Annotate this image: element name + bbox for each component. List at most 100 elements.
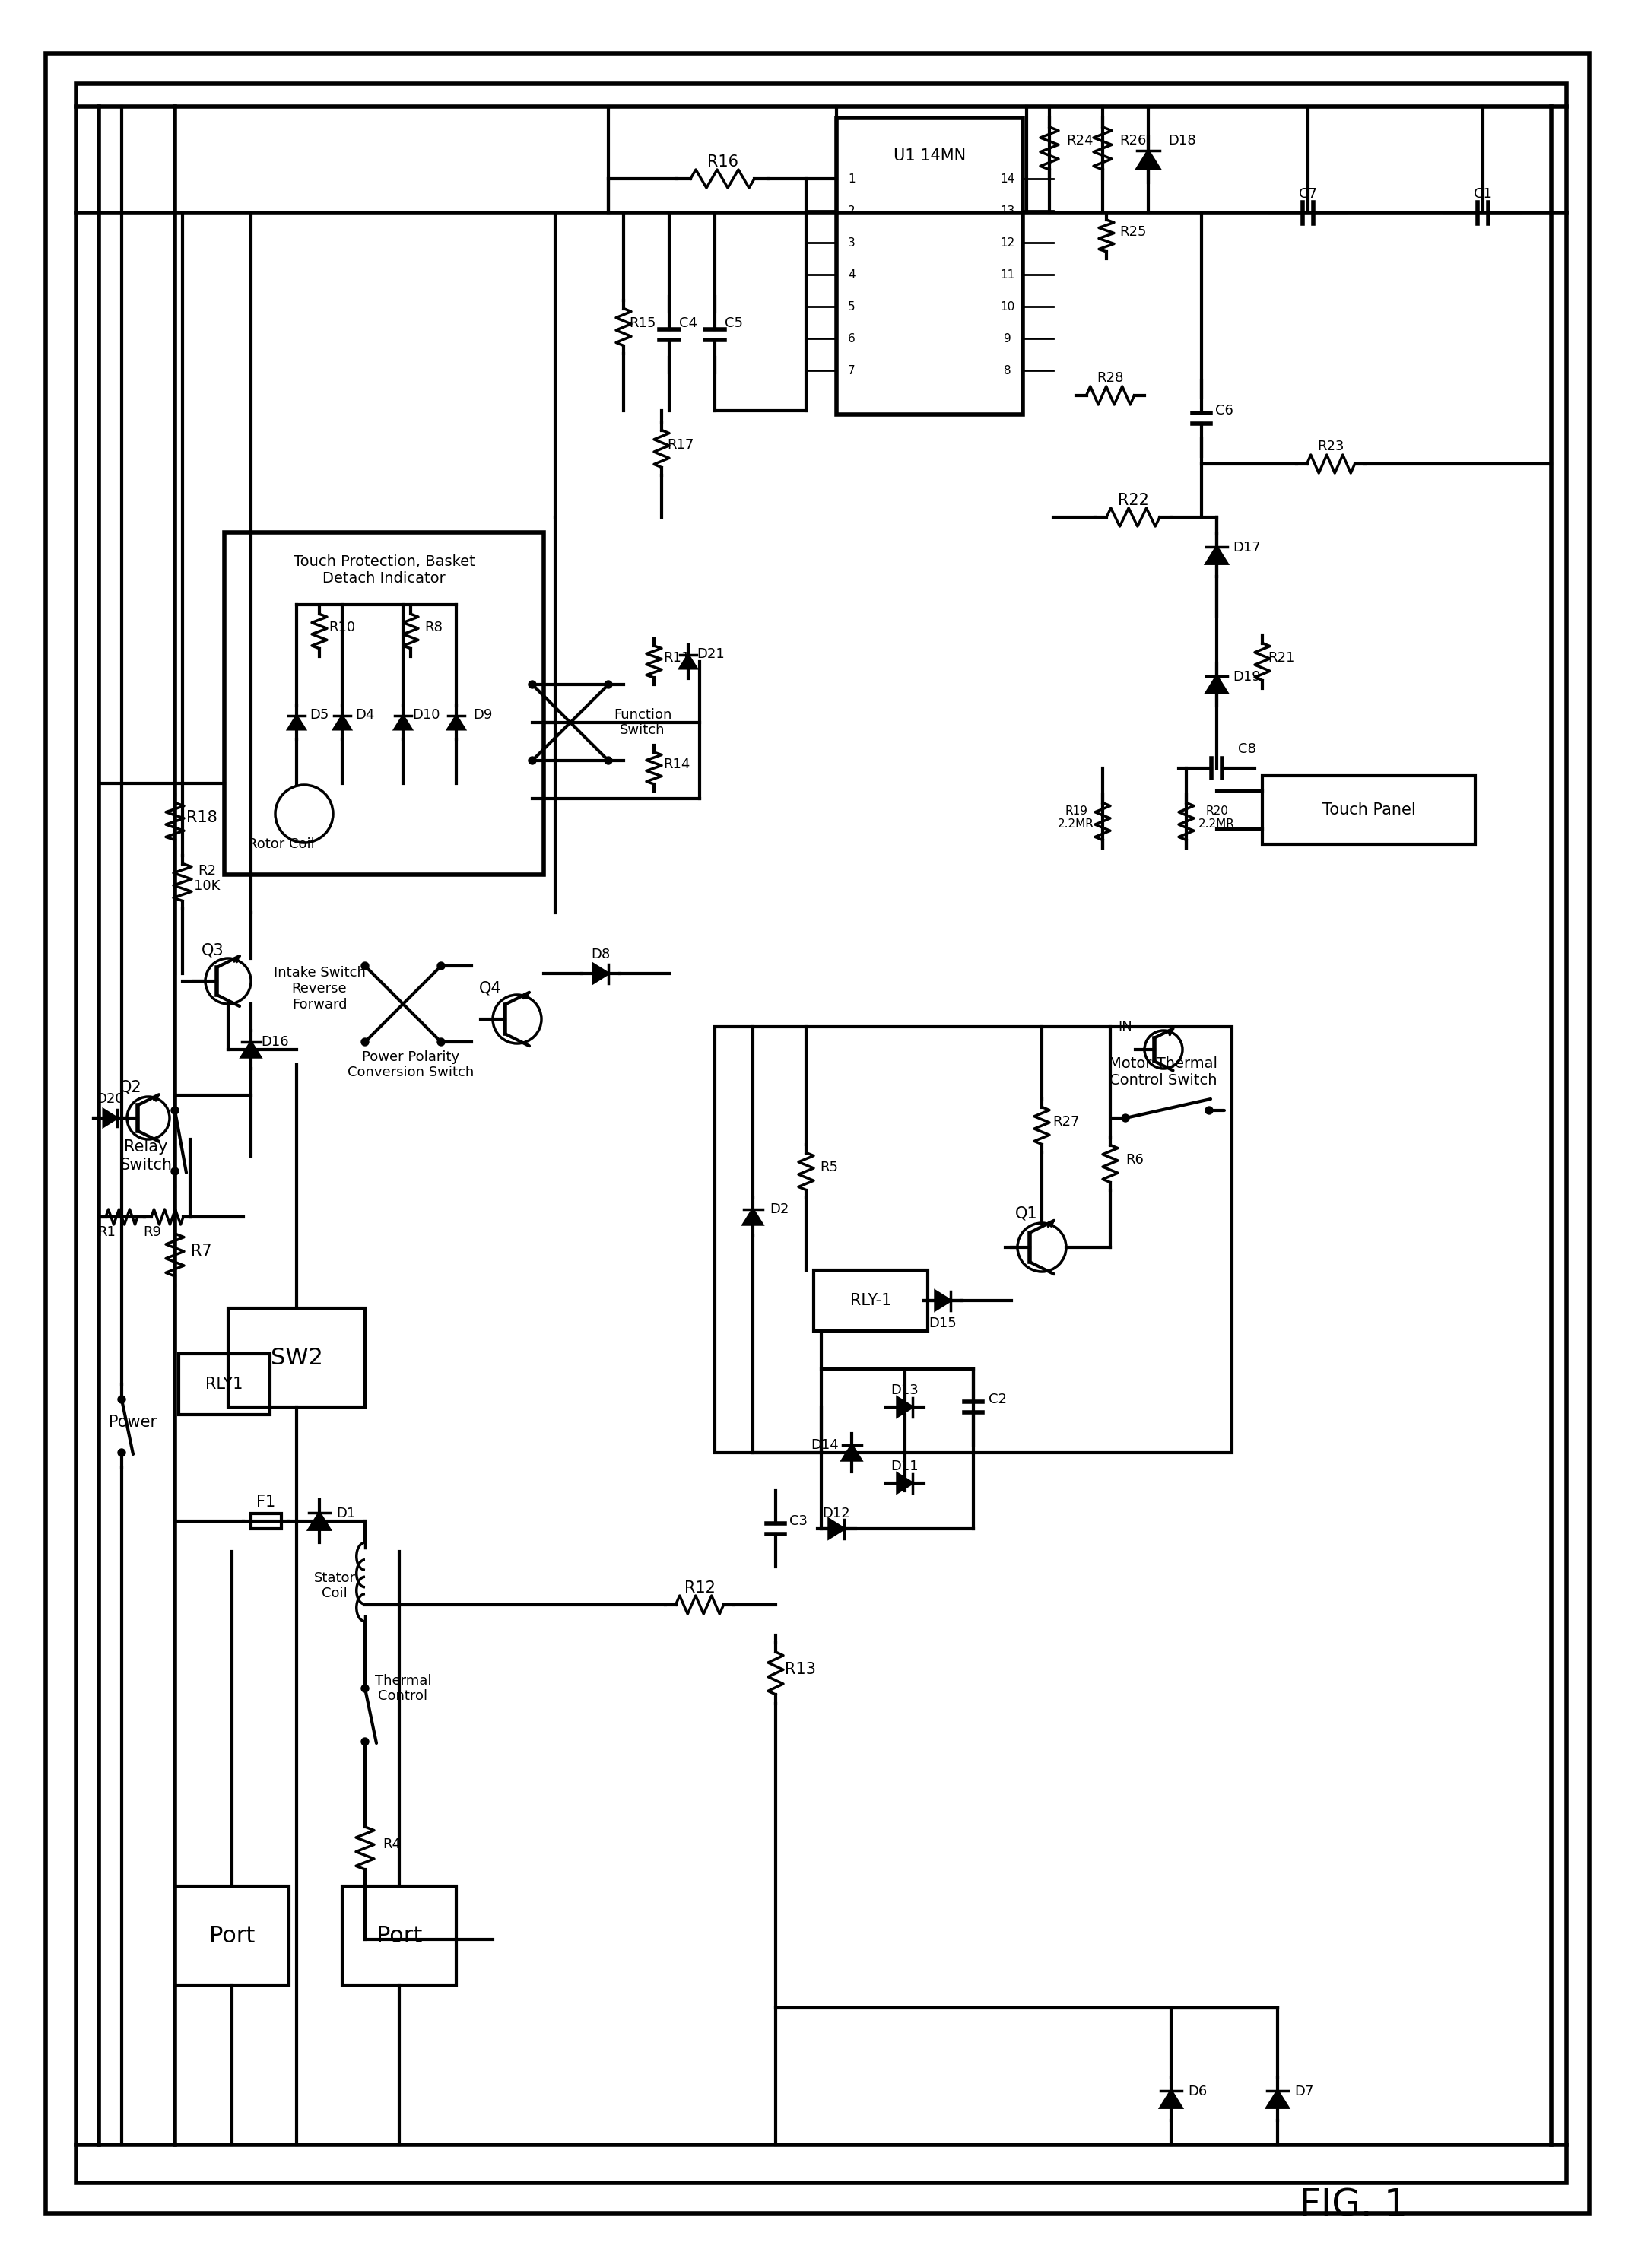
- Text: C8: C8: [1238, 742, 1256, 755]
- Text: 1: 1: [848, 172, 855, 184]
- Text: R4: R4: [383, 1837, 401, 1851]
- Polygon shape: [744, 1209, 762, 1225]
- Text: R19
2.2MR: R19 2.2MR: [1058, 805, 1094, 830]
- Bar: [1263, 776, 1476, 844]
- Polygon shape: [1206, 676, 1227, 694]
- Text: D10: D10: [413, 708, 439, 721]
- Text: R12: R12: [685, 1581, 716, 1597]
- Polygon shape: [334, 717, 351, 730]
- Circle shape: [529, 680, 536, 687]
- Text: 9: 9: [1004, 333, 1011, 345]
- Text: Power: Power: [110, 1415, 157, 1429]
- Text: R24: R24: [1066, 134, 1093, 147]
- Text: RLY1: RLY1: [205, 1377, 242, 1393]
- Polygon shape: [898, 1474, 912, 1492]
- Circle shape: [604, 680, 613, 687]
- Polygon shape: [447, 717, 465, 730]
- Text: R2
10K: R2 10K: [193, 864, 219, 894]
- Text: 4: 4: [848, 270, 855, 281]
- Text: Relay
Switch: Relay Switch: [120, 1139, 172, 1173]
- Text: C2: C2: [989, 1393, 1007, 1406]
- Circle shape: [362, 1737, 369, 1746]
- Polygon shape: [288, 717, 305, 730]
- Bar: [837, 118, 1022, 415]
- Text: 5: 5: [848, 302, 855, 313]
- Text: R23: R23: [1317, 440, 1345, 454]
- Text: Rotor Coil: Rotor Coil: [247, 837, 314, 850]
- Polygon shape: [680, 655, 696, 669]
- Bar: [714, 1027, 1232, 1454]
- Circle shape: [437, 1039, 446, 1046]
- Text: Port: Port: [377, 1926, 423, 1946]
- Bar: [342, 1887, 457, 1984]
- Text: FIG. 1: FIG. 1: [1299, 2186, 1407, 2225]
- Circle shape: [437, 962, 446, 971]
- Bar: [175, 1887, 288, 1984]
- Text: Q1: Q1: [1016, 1207, 1038, 1220]
- Text: D20: D20: [97, 1093, 124, 1107]
- Text: Function
Switch: Function Switch: [614, 708, 672, 737]
- Circle shape: [529, 758, 536, 764]
- Circle shape: [118, 1449, 126, 1456]
- Polygon shape: [593, 964, 608, 982]
- Polygon shape: [1266, 2091, 1287, 2107]
- Text: D16: D16: [262, 1034, 290, 1048]
- Text: R16: R16: [708, 154, 739, 170]
- Circle shape: [604, 758, 613, 764]
- Bar: [224, 533, 544, 875]
- Text: D21: D21: [698, 646, 726, 660]
- Text: D9: D9: [473, 708, 493, 721]
- Text: F1: F1: [257, 1495, 275, 1510]
- Text: R7: R7: [192, 1243, 211, 1259]
- Text: R26: R26: [1120, 134, 1147, 147]
- Polygon shape: [241, 1041, 260, 1057]
- Text: 2: 2: [848, 204, 855, 215]
- Text: D17: D17: [1233, 540, 1261, 553]
- Text: D14: D14: [811, 1438, 839, 1452]
- Text: Q3: Q3: [201, 943, 224, 959]
- Bar: [814, 1270, 927, 1331]
- Text: D19: D19: [1233, 669, 1261, 683]
- Circle shape: [1122, 1114, 1129, 1123]
- Text: Port: Port: [210, 1926, 256, 1946]
- Text: R1: R1: [97, 1225, 116, 1238]
- Text: R25: R25: [1119, 225, 1147, 238]
- Text: C7: C7: [1299, 186, 1317, 202]
- Text: D12: D12: [822, 1506, 850, 1520]
- Text: C3: C3: [790, 1515, 808, 1529]
- Polygon shape: [1206, 547, 1227, 565]
- Text: Q4: Q4: [480, 982, 501, 996]
- Text: R15: R15: [629, 318, 657, 331]
- Text: 10: 10: [1001, 302, 1016, 313]
- Circle shape: [170, 1107, 179, 1114]
- Text: RLY-1: RLY-1: [850, 1293, 891, 1309]
- Polygon shape: [395, 717, 411, 730]
- Text: D13: D13: [891, 1383, 919, 1397]
- Text: D2: D2: [770, 1202, 790, 1216]
- Text: D8: D8: [591, 948, 611, 962]
- Polygon shape: [935, 1290, 950, 1311]
- Polygon shape: [842, 1445, 862, 1461]
- Circle shape: [1206, 1107, 1212, 1114]
- Circle shape: [118, 1395, 126, 1404]
- Text: 6: 6: [848, 333, 855, 345]
- Text: R22: R22: [1117, 492, 1148, 508]
- Bar: [228, 1309, 365, 1406]
- Text: C6: C6: [1215, 404, 1233, 417]
- Text: 11: 11: [1001, 270, 1016, 281]
- Text: 14: 14: [1001, 172, 1016, 184]
- Text: D4: D4: [355, 708, 375, 721]
- Text: D7: D7: [1294, 2084, 1314, 2098]
- Text: Touch Panel: Touch Panel: [1322, 803, 1415, 816]
- Text: Power Polarity
Conversion Switch: Power Polarity Conversion Switch: [347, 1050, 473, 1080]
- Text: D18: D18: [1168, 134, 1196, 147]
- Text: Stator
Coil: Stator Coil: [314, 1572, 355, 1601]
- Text: D5: D5: [310, 708, 329, 721]
- Text: R17: R17: [667, 438, 695, 451]
- Text: IN: IN: [1119, 1021, 1132, 1034]
- Text: D15: D15: [929, 1315, 957, 1331]
- Text: 3: 3: [848, 236, 855, 247]
- Polygon shape: [103, 1109, 116, 1127]
- Text: R5: R5: [819, 1161, 839, 1175]
- Text: SW2: SW2: [270, 1347, 323, 1368]
